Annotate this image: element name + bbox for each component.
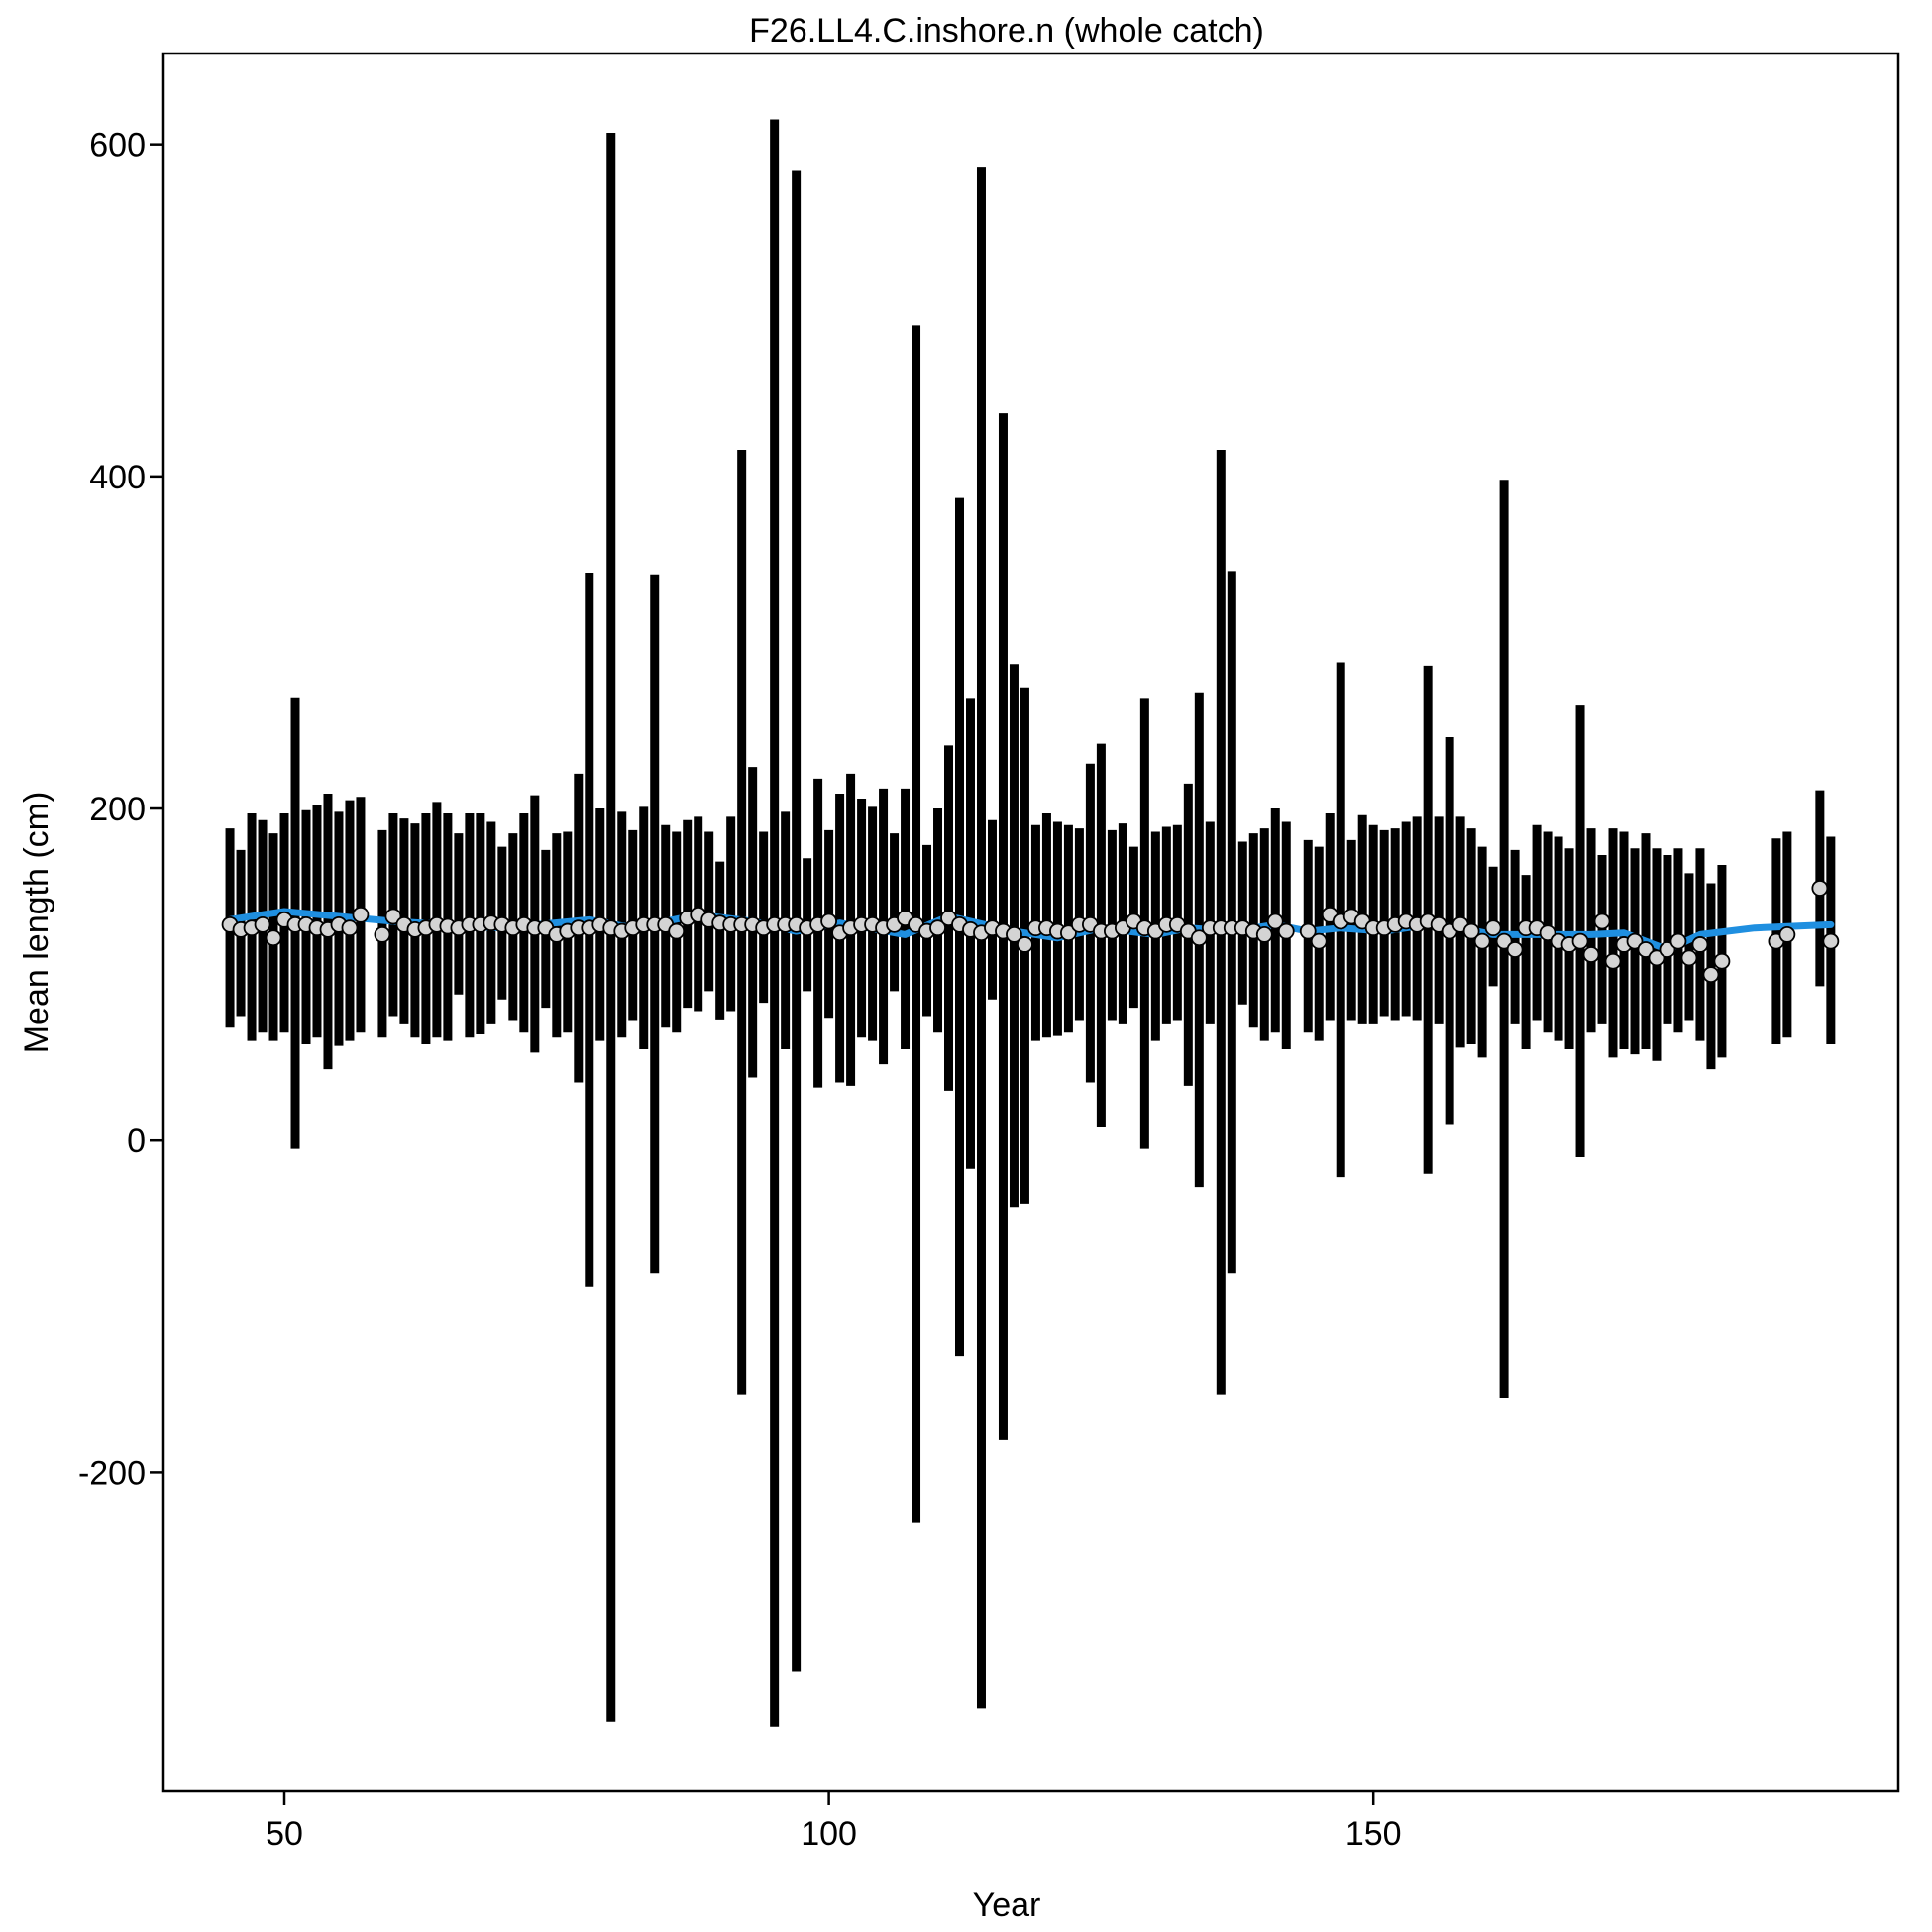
point <box>341 919 359 937</box>
point <box>1190 929 1208 947</box>
point <box>1571 932 1589 950</box>
point <box>254 915 271 933</box>
point <box>1822 932 1840 950</box>
point <box>1473 932 1491 950</box>
y-tick-label: 400 <box>89 459 146 496</box>
y-tick-label: -200 <box>78 1454 146 1492</box>
point <box>1299 922 1317 940</box>
point <box>1702 966 1720 984</box>
plot-frame <box>161 52 1900 1793</box>
point <box>352 906 370 923</box>
point <box>374 926 391 943</box>
point <box>1778 926 1796 943</box>
point <box>1266 912 1284 930</box>
point <box>1006 926 1022 943</box>
point <box>265 929 282 947</box>
point <box>1691 936 1709 953</box>
point <box>820 912 838 930</box>
x-tick-label: 100 <box>801 1815 857 1853</box>
point <box>1484 919 1502 937</box>
point <box>1669 932 1687 950</box>
point <box>1277 922 1295 940</box>
point <box>929 919 946 937</box>
y-tick-label: 0 <box>127 1123 146 1160</box>
chart-title: F26.LL4.C.inshore.n (whole catch) <box>749 12 1264 50</box>
point <box>1310 932 1328 950</box>
point <box>1680 949 1698 967</box>
point <box>1060 924 1077 942</box>
y-axis-label: Mean length (cm) <box>18 792 55 1054</box>
point <box>1637 941 1655 958</box>
point <box>668 922 686 940</box>
point <box>1659 941 1676 958</box>
point <box>1017 936 1033 953</box>
point <box>384 908 402 925</box>
x-axis-label: Year <box>973 1886 1041 1924</box>
point <box>1604 952 1622 970</box>
point <box>1495 932 1513 950</box>
point <box>1593 912 1611 930</box>
y-tick-label: 600 <box>89 127 146 164</box>
point <box>1648 949 1665 967</box>
y-tick-label: 200 <box>89 791 146 828</box>
x-tick-label: 50 <box>266 1815 303 1853</box>
point <box>1462 922 1480 940</box>
point <box>1582 946 1600 963</box>
point <box>1255 926 1273 943</box>
point <box>1626 932 1644 950</box>
point <box>1539 924 1556 942</box>
point <box>1506 941 1524 958</box>
point <box>1811 880 1829 897</box>
x-tick-label: 150 <box>1345 1815 1402 1853</box>
point <box>1713 952 1731 970</box>
